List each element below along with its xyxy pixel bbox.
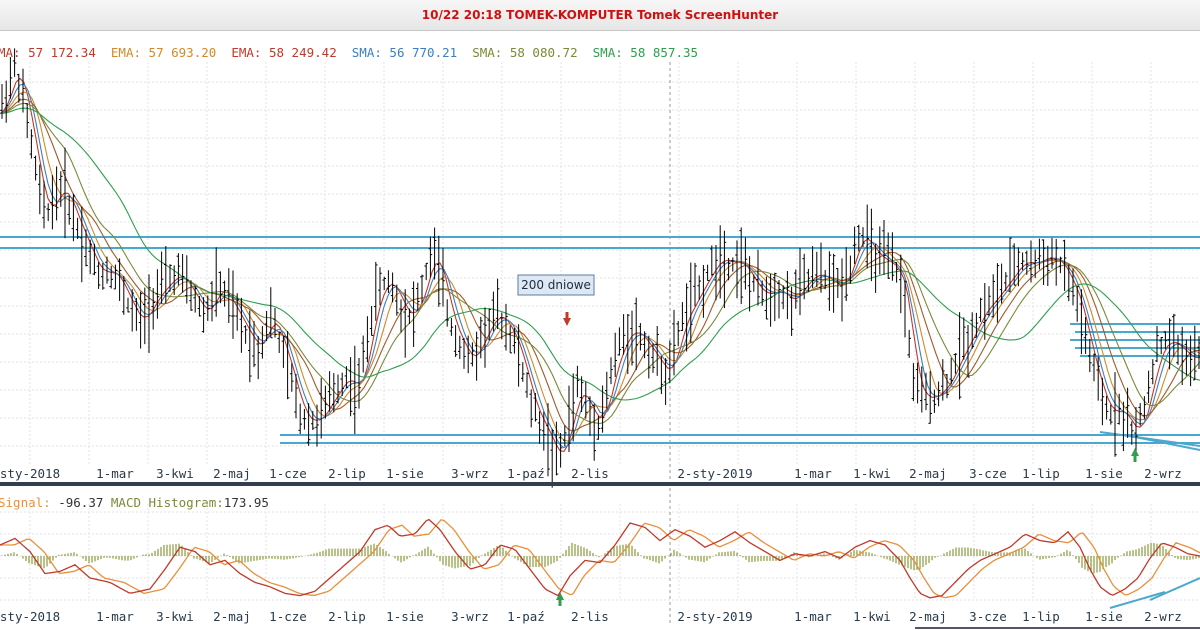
price-x-tick-label: 2-maj — [909, 466, 947, 481]
macd-signal-line — [0, 519, 1200, 599]
macd-x-tick-label: 3-cze — [969, 609, 1007, 624]
price-x-tick-label: 1-sie — [1085, 466, 1123, 481]
legend-value-2: 58 249.42 — [268, 45, 352, 60]
window-title-bar: 10/22 20:18 TOMEK-KOMPUTER Tomek ScreenH… — [0, 0, 1200, 31]
legend-label-4: SMA: — [472, 45, 510, 60]
macd-x-tick-label: 1-paź — [507, 609, 545, 624]
macd-x-tick-label: 2-lip — [328, 609, 366, 624]
legend-label-0: MA: — [0, 45, 29, 60]
price-x-tick-label: 2-maj — [213, 466, 251, 481]
macd-x-tick-label: 3-wrz — [451, 609, 489, 624]
legend-label-1: EMA: — [110, 45, 149, 60]
price-x-tick-label: 2-lip — [328, 466, 366, 481]
macd-hist-label: MACD Histogram: — [110, 495, 224, 510]
window-title: 10/22 20:18 TOMEK-KOMPUTER Tomek ScreenH… — [421, 8, 779, 22]
macd-x-tick-label: 1-cze — [269, 609, 307, 624]
panel-separator — [0, 482, 1200, 486]
price-x-tick-label: 1-sie — [386, 466, 424, 481]
arrow-up-icon — [1131, 448, 1139, 462]
price-x-tick-label: 1-lip — [1022, 466, 1060, 481]
price-x-tick-label: 1-mar — [794, 466, 832, 481]
macd-x-tick-label: 1-mar — [794, 609, 832, 624]
macd-x-tick-label: 3-kwi — [156, 609, 194, 624]
moving-average-line-2 — [0, 98, 1200, 432]
arrow-up-icon — [556, 592, 564, 606]
macd-hist-value: 173.95 — [223, 495, 269, 510]
legend-label-5: SMA: — [592, 45, 631, 60]
price-x-tick-label: 3-kwi — [156, 466, 194, 481]
macd-x-tick-label: 1-lip — [1022, 609, 1060, 624]
legend-label-3: SMA: — [351, 45, 390, 60]
macd-x-tick-label: 1-mar — [96, 609, 134, 624]
macd-legend: Signal: -96.37 MACD Histogram:173.95 — [0, 495, 269, 510]
macd-x-tick-label: 1-kwi — [853, 609, 891, 624]
macd-trend-line — [1149, 577, 1200, 601]
macd-x-tick-label: 2-maj — [213, 609, 251, 624]
macd-line — [0, 518, 1200, 599]
moving-average-line-0 — [0, 77, 1200, 452]
legend-value-4: 58 080.72 — [509, 45, 593, 60]
price-x-tick-label: 1-paź — [507, 466, 545, 481]
price-x-tick-label: 1-mar — [96, 466, 134, 481]
moving-average-line-4 — [0, 102, 1200, 425]
price-x-tick-label: 1-kwi — [853, 466, 891, 481]
annotation-text: 200 dniowe — [521, 278, 591, 292]
macd-x-tick-label: 1-sie — [1085, 609, 1123, 624]
price-x-tick-label: sty-2018 — [0, 466, 60, 481]
macd-signal-value: -96.37 — [58, 495, 104, 510]
moving-average-line-5 — [0, 107, 1200, 401]
moving-average-legend: MA: 57 172.34 EMA: 57 693.20 EMA: 58 249… — [0, 45, 713, 60]
macd-x-tick-label: sty-2018 — [0, 609, 60, 624]
price-x-tick-label: 3-cze — [969, 466, 1007, 481]
macd-x-tick-label: 2-sty-2019 — [677, 609, 752, 624]
price-x-tick-label: 2-sty-2019 — [677, 466, 752, 481]
arrow-down-icon — [563, 312, 571, 326]
macd-x-tick-label: 2-maj — [909, 609, 947, 624]
price-x-tick-label: 1-cze — [269, 466, 307, 481]
legend-value-3: 56 770.21 — [389, 45, 473, 60]
support-resistance-line — [1129, 435, 1200, 451]
macd-x-tick-label: 1-sie — [386, 609, 424, 624]
annotation-box — [517, 274, 595, 296]
legend-label-2: EMA: — [231, 45, 269, 60]
price-x-tick-label: 3-wrz — [451, 466, 489, 481]
macd-signal-label: Signal: — [0, 495, 51, 510]
macd-x-tick-label: 2-lis — [571, 609, 609, 624]
legend-value-5: 58 857.35 — [630, 45, 714, 60]
legend-value-0: 57 172.34 — [28, 45, 111, 60]
legend-value-1: 57 693.20 — [148, 45, 232, 60]
price-x-tick-label: 2-wrz — [1144, 466, 1182, 481]
macd-trend-line — [1109, 591, 1166, 609]
price-x-tick-label: 2-lis — [571, 466, 609, 481]
macd-x-tick-label: 2-wrz — [1144, 609, 1182, 624]
